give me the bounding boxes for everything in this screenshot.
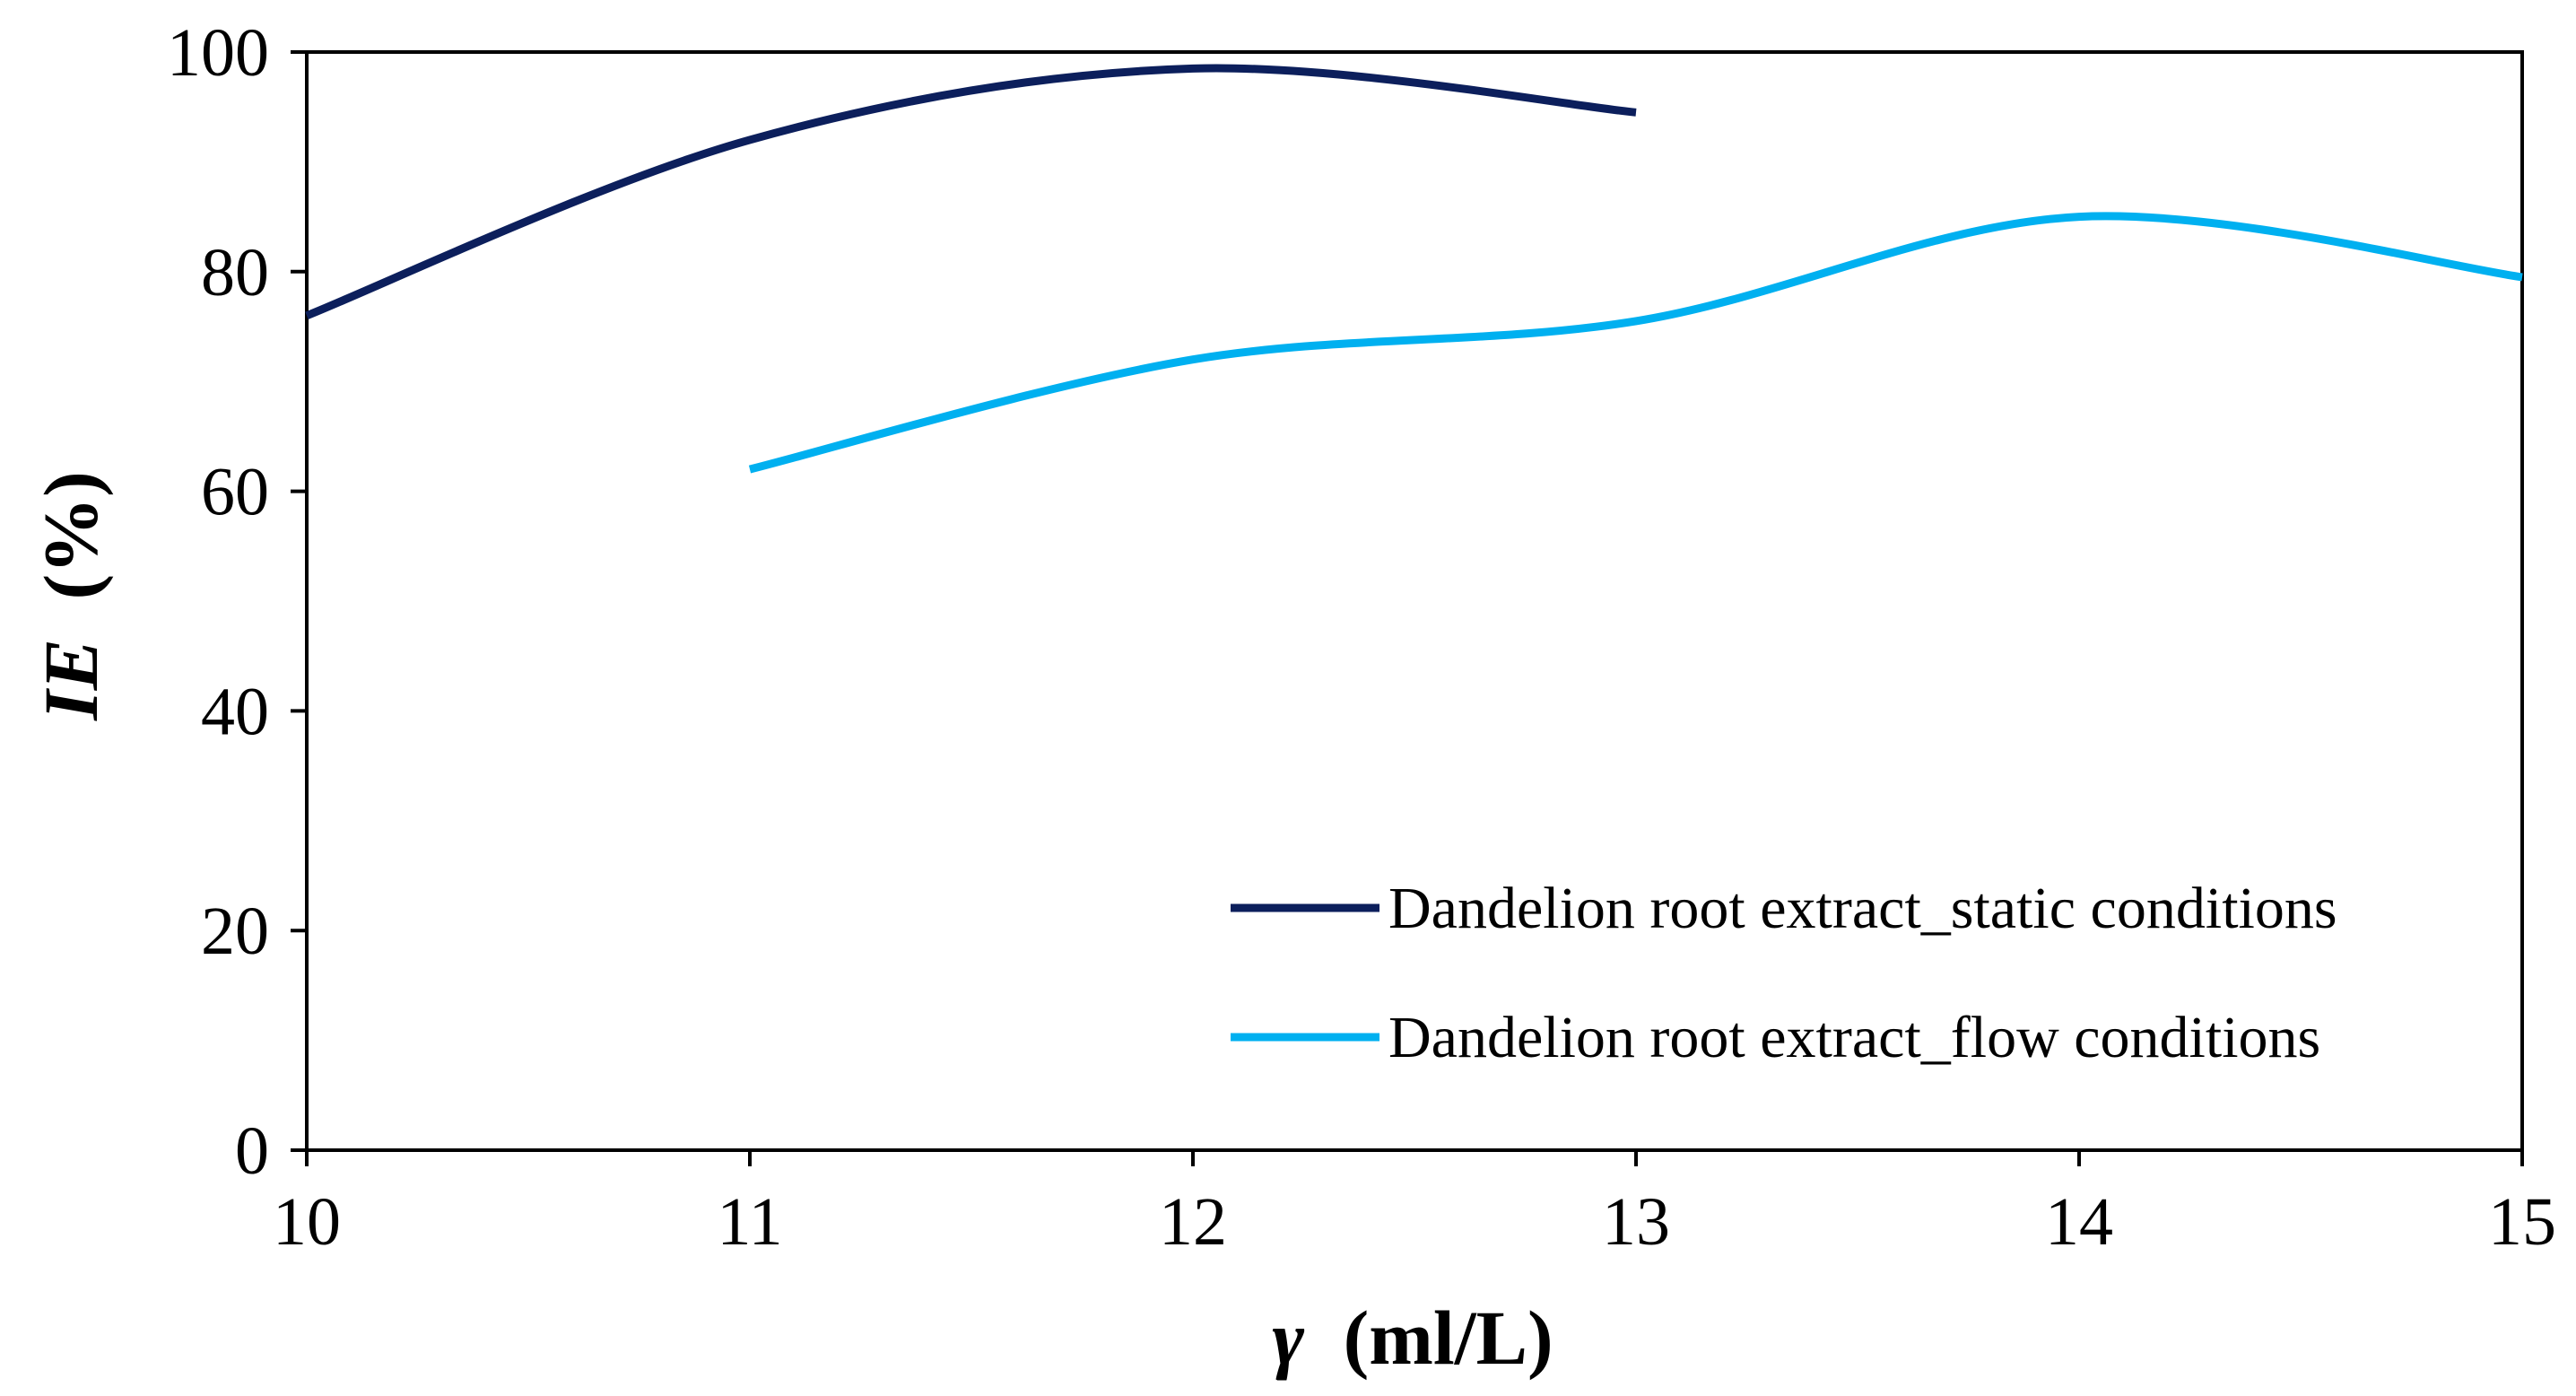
y-tick-label: 100: [167, 15, 269, 91]
y-axis: 0 20 40 60 80 100: [167, 15, 307, 1189]
x-tick-label: 13: [1602, 1184, 1670, 1260]
series-line-static: [305, 64, 1637, 319]
legend-label-static: Dandelion root extract_static conditions: [1388, 876, 2337, 941]
x-tick-label: 11: [717, 1184, 782, 1260]
y-axis-symbol: IE: [28, 639, 114, 721]
y-tick-label: 0: [235, 1113, 269, 1189]
plot-frame: [305, 50, 2524, 1152]
x-axis-title: γ (ml/L): [1272, 1295, 1553, 1381]
y-tick-label: 80: [201, 235, 269, 310]
series-line-flow: [748, 212, 2523, 474]
y-tick-label: 40: [201, 674, 269, 749]
y-tick-label: 20: [201, 894, 269, 969]
legend-label-flow: Dandelion root extract_flow conditions: [1388, 1005, 2320, 1070]
y-tick-label: 60: [201, 455, 269, 530]
x-tick-label: 15: [2488, 1184, 2556, 1260]
y-axis-title: IE (%): [28, 471, 114, 721]
x-tick-label: 10: [273, 1184, 341, 1260]
x-axis-unit: (ml/L): [1344, 1295, 1553, 1381]
plot-area: [305, 50, 2524, 1152]
x-tick-label: 14: [2045, 1184, 2113, 1260]
x-axis: 10 11 12 13 14 15: [273, 1150, 2556, 1260]
x-axis-symbol: γ: [1272, 1295, 1304, 1381]
y-axis-unit: (%): [28, 471, 114, 599]
legend: Dandelion root extract_static conditions…: [1231, 876, 2337, 1070]
x-tick-label: 12: [1159, 1184, 1227, 1260]
